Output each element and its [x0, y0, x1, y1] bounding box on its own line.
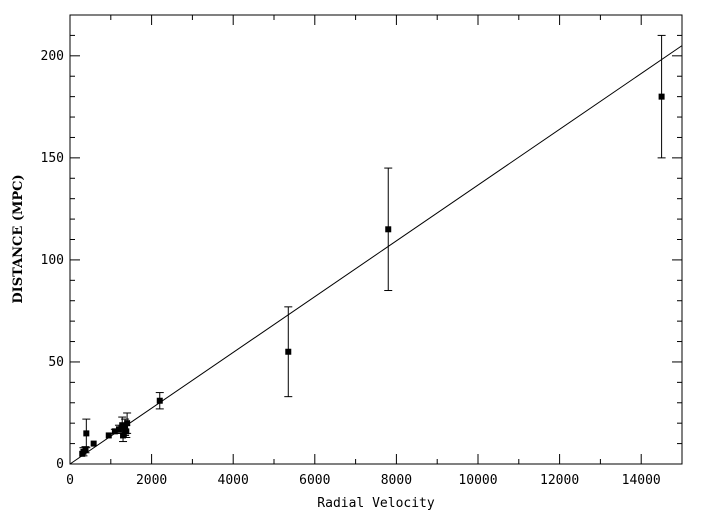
x-tick-label: 2000 [136, 473, 167, 488]
plot-frame [69, 14, 683, 465]
fit-line-group [69, 45, 683, 465]
x-tick-label: 12000 [540, 473, 579, 488]
x-tick-label: 6000 [299, 473, 330, 488]
data-point [123, 428, 130, 435]
x-tick-label: 4000 [218, 473, 249, 488]
data-point [105, 432, 112, 439]
y-tick-labels: 0 50 100 150 200 [41, 49, 64, 472]
x-tick-label: 10000 [458, 473, 497, 488]
data-point [82, 446, 89, 453]
data-point [156, 397, 163, 404]
x-tick-label: 14000 [622, 473, 661, 488]
y-tick-label: 50 [48, 355, 64, 370]
data-point [120, 432, 127, 439]
y-axis-title: DISTANCE (MPC) [11, 174, 26, 303]
data-point [90, 440, 97, 447]
data-point [658, 93, 665, 100]
data-points [79, 93, 665, 457]
y-tick-label: 150 [41, 151, 64, 166]
data-point [83, 430, 90, 437]
y-tick-label: 200 [41, 49, 64, 64]
x-axis-title: Radial Velocity [317, 496, 435, 511]
data-point [285, 348, 292, 355]
x-tick-label: 8000 [381, 473, 412, 488]
data-point [385, 226, 392, 233]
y-tick-label: 100 [41, 253, 64, 268]
data-point [124, 420, 131, 427]
error-bars [79, 34, 666, 457]
x-tick-label: 0 [66, 473, 74, 488]
data-point [115, 426, 122, 433]
y-tick-label: 0 [56, 457, 64, 472]
axis-ticks [69, 14, 683, 465]
data-point [122, 424, 129, 431]
x-tick-labels: 0 2000 4000 6000 8000 10000 12000 14000 [66, 473, 661, 488]
fit-line [69, 45, 683, 465]
data-point [111, 428, 118, 435]
